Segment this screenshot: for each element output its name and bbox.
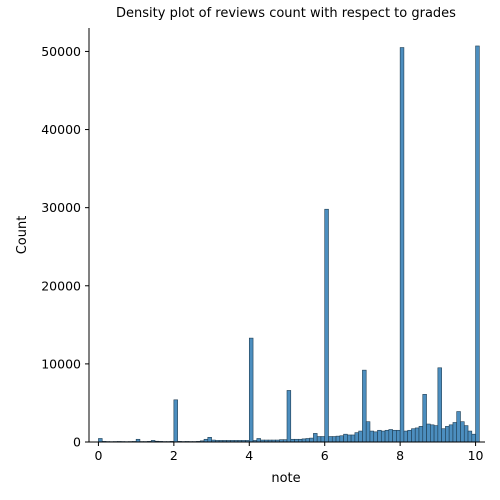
y-axis-label: Count — [15, 216, 30, 255]
histogram-bar — [377, 429, 382, 443]
histogram-bar — [445, 426, 450, 443]
chart-title: Density plot of reviews count with respe… — [116, 6, 456, 21]
x-tick-label: 0 — [94, 448, 102, 463]
histogram-bar — [339, 435, 344, 443]
x-tick-label: 10 — [468, 448, 484, 463]
histogram-bar — [448, 424, 454, 443]
histogram-bar — [369, 430, 375, 443]
y-tick-label: 20000 — [41, 278, 81, 293]
histogram-bar — [460, 421, 465, 443]
histogram-bar — [98, 438, 103, 443]
histogram-bar — [437, 367, 442, 443]
y-axis-ticks: 0 10000 20000 30000 40000 50000 — [41, 44, 89, 450]
y-tick-label: 10000 — [41, 356, 81, 371]
histogram-bar — [471, 433, 476, 443]
histogram-bar — [358, 430, 363, 443]
histogram-bar — [414, 427, 420, 443]
x-tick-label: 2 — [170, 448, 178, 463]
histogram-bar — [380, 430, 386, 443]
histogram-bars — [98, 45, 480, 443]
histogram-bar — [433, 425, 439, 443]
histogram-bar — [399, 47, 405, 443]
x-tick-label: 6 — [321, 448, 329, 463]
histogram-bar — [173, 399, 178, 443]
histogram-bar — [411, 428, 416, 443]
histogram-bar — [430, 424, 435, 443]
histogram-bar — [452, 422, 458, 443]
histogram-bar — [396, 429, 401, 443]
x-tick-label: 4 — [245, 448, 253, 463]
histogram-bar — [286, 390, 292, 443]
histogram-bar — [207, 437, 212, 443]
histogram-bar — [407, 429, 412, 443]
y-tick-label: 40000 — [41, 122, 81, 137]
histogram-bar — [328, 436, 333, 443]
histogram-bar — [305, 438, 310, 443]
histogram-bar — [418, 426, 424, 443]
histogram-bar — [373, 431, 378, 443]
histogram-bar — [313, 433, 318, 443]
histogram-bar — [467, 430, 473, 443]
x-axis-ticks: 0 2 4 6 8 10 — [94, 442, 484, 463]
histogram-bar — [316, 436, 322, 443]
histogram-bar — [331, 436, 337, 443]
histogram-bar — [320, 436, 326, 443]
histogram-bar — [392, 429, 397, 443]
y-tick-label: 30000 — [41, 200, 81, 215]
histogram-bar — [475, 45, 480, 443]
histogram-bar — [350, 434, 356, 443]
y-tick-label: 50000 — [41, 44, 81, 59]
histogram-bar — [324, 208, 329, 443]
histogram-bar — [248, 337, 254, 443]
histogram-bar — [343, 433, 348, 443]
histogram-bar — [426, 423, 431, 443]
x-tick-label: 8 — [396, 448, 404, 463]
histogram-bar — [365, 421, 371, 443]
histogram-bar — [347, 434, 352, 443]
x-axis-label: note — [271, 471, 300, 486]
histogram-bar — [388, 429, 393, 443]
histogram-bar — [335, 435, 341, 443]
histogram-bar — [463, 425, 469, 443]
histogram-bar — [309, 437, 314, 443]
histogram-bar — [441, 428, 446, 443]
histogram-bar — [403, 430, 408, 443]
histogram-bar — [354, 432, 359, 443]
histogram-bar — [422, 394, 427, 443]
y-tick-label: 0 — [73, 435, 81, 450]
histogram-bar — [362, 369, 367, 443]
histogram-bar — [384, 429, 390, 443]
histogram-bar — [256, 438, 261, 443]
histogram-bar — [456, 411, 461, 443]
